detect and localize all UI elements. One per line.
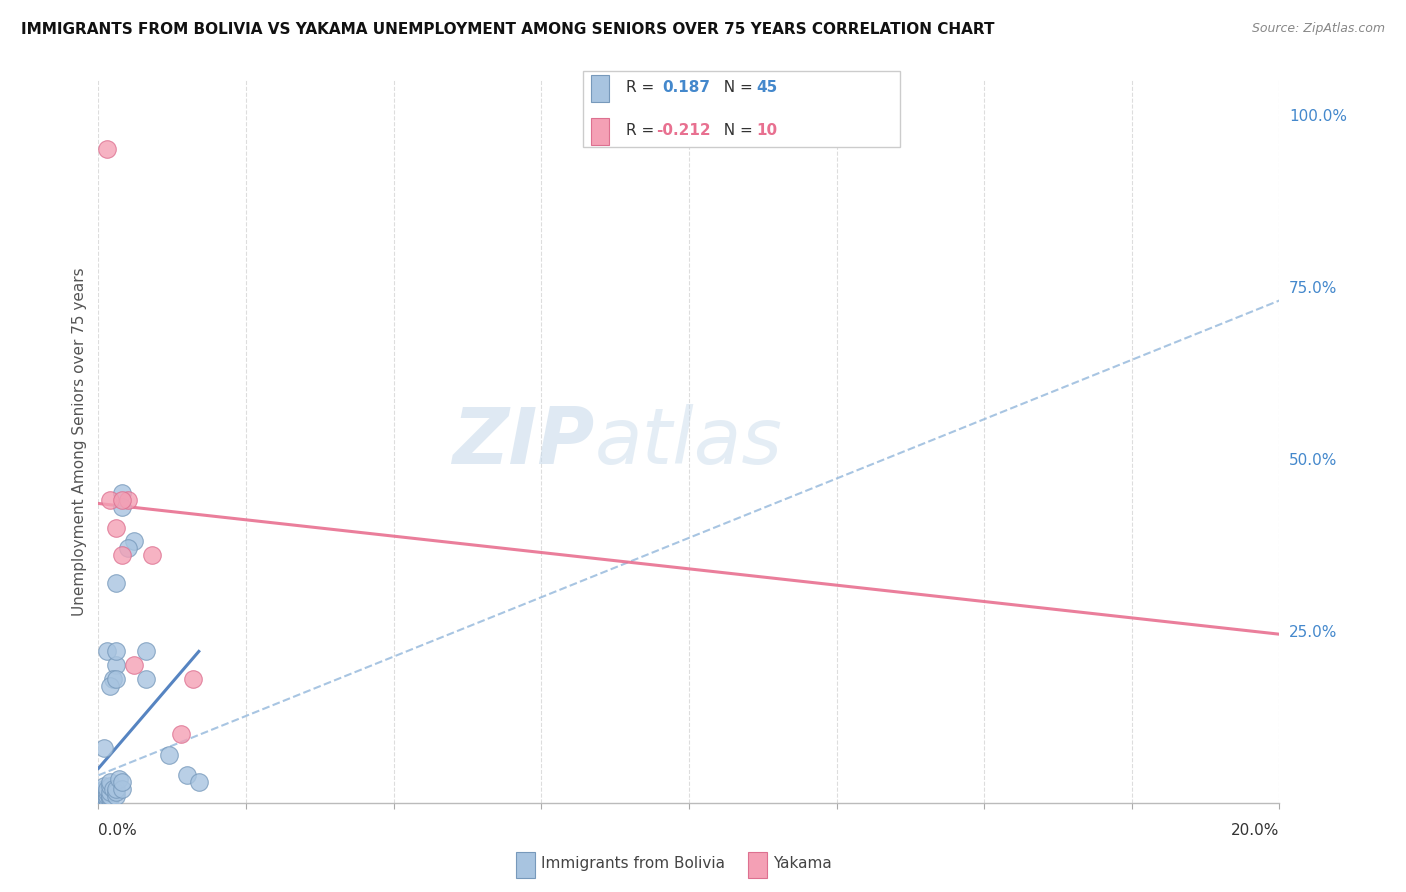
Point xyxy=(96,789,118,803)
Point xyxy=(98,493,121,508)
Point xyxy=(117,493,139,508)
Point xyxy=(98,785,121,799)
Point xyxy=(93,779,115,793)
Text: 10: 10 xyxy=(756,123,778,137)
Point xyxy=(96,792,118,806)
Text: -0.212: -0.212 xyxy=(657,123,711,137)
Point xyxy=(111,486,134,500)
Point xyxy=(103,672,125,686)
Text: Yakama: Yakama xyxy=(773,856,832,871)
Text: N =: N = xyxy=(714,123,758,137)
Point xyxy=(93,782,115,797)
Point xyxy=(93,785,115,799)
Text: R =: R = xyxy=(626,80,664,95)
Text: 0.187: 0.187 xyxy=(662,80,710,95)
Point xyxy=(98,779,121,793)
Text: IMMIGRANTS FROM BOLIVIA VS YAKAMA UNEMPLOYMENT AMONG SENIORS OVER 75 YEARS CORRE: IMMIGRANTS FROM BOLIVIA VS YAKAMA UNEMPL… xyxy=(21,22,994,37)
Point xyxy=(105,672,128,686)
Point xyxy=(117,541,139,556)
Text: Source: ZipAtlas.com: Source: ZipAtlas.com xyxy=(1251,22,1385,36)
Text: 0.0%: 0.0% xyxy=(98,823,138,838)
Point xyxy=(98,792,121,806)
Point xyxy=(111,500,134,514)
Point xyxy=(181,672,204,686)
Point xyxy=(108,772,131,786)
Point xyxy=(111,782,134,797)
Point xyxy=(105,520,128,534)
Text: R =: R = xyxy=(626,123,659,137)
Point xyxy=(93,783,115,797)
Point xyxy=(122,534,145,549)
Point xyxy=(103,782,125,797)
Point xyxy=(157,747,180,762)
Text: N =: N = xyxy=(714,80,758,95)
Point xyxy=(105,575,128,590)
Text: Immigrants from Bolivia: Immigrants from Bolivia xyxy=(541,856,725,871)
Point xyxy=(122,658,145,673)
Point xyxy=(98,790,121,805)
Point xyxy=(105,785,128,799)
Point xyxy=(93,789,115,803)
Point xyxy=(93,791,115,805)
Point xyxy=(105,644,128,658)
Point xyxy=(93,740,115,755)
Text: 20.0%: 20.0% xyxy=(1232,823,1279,838)
Point xyxy=(187,775,209,789)
Point xyxy=(90,790,112,805)
Point xyxy=(93,792,115,806)
Point xyxy=(111,493,134,508)
Text: atlas: atlas xyxy=(595,403,782,480)
Point xyxy=(96,782,118,797)
Point xyxy=(170,727,193,741)
Point xyxy=(105,658,128,673)
Point xyxy=(111,775,134,789)
Point xyxy=(141,548,163,562)
Point xyxy=(90,792,112,806)
Text: 45: 45 xyxy=(756,80,778,95)
Y-axis label: Unemployment Among Seniors over 75 years: Unemployment Among Seniors over 75 years xyxy=(72,268,87,615)
Point xyxy=(176,768,198,782)
Point xyxy=(93,794,115,808)
Point xyxy=(135,672,157,686)
Point xyxy=(105,789,128,803)
Point xyxy=(105,782,128,797)
Point xyxy=(135,644,157,658)
Point xyxy=(111,548,134,562)
Point xyxy=(98,789,121,803)
Point xyxy=(93,788,115,802)
Text: ZIP: ZIP xyxy=(453,403,595,480)
Point xyxy=(96,785,118,799)
Point xyxy=(96,142,118,156)
Point xyxy=(98,775,121,789)
Point xyxy=(96,644,118,658)
Point xyxy=(98,679,121,693)
